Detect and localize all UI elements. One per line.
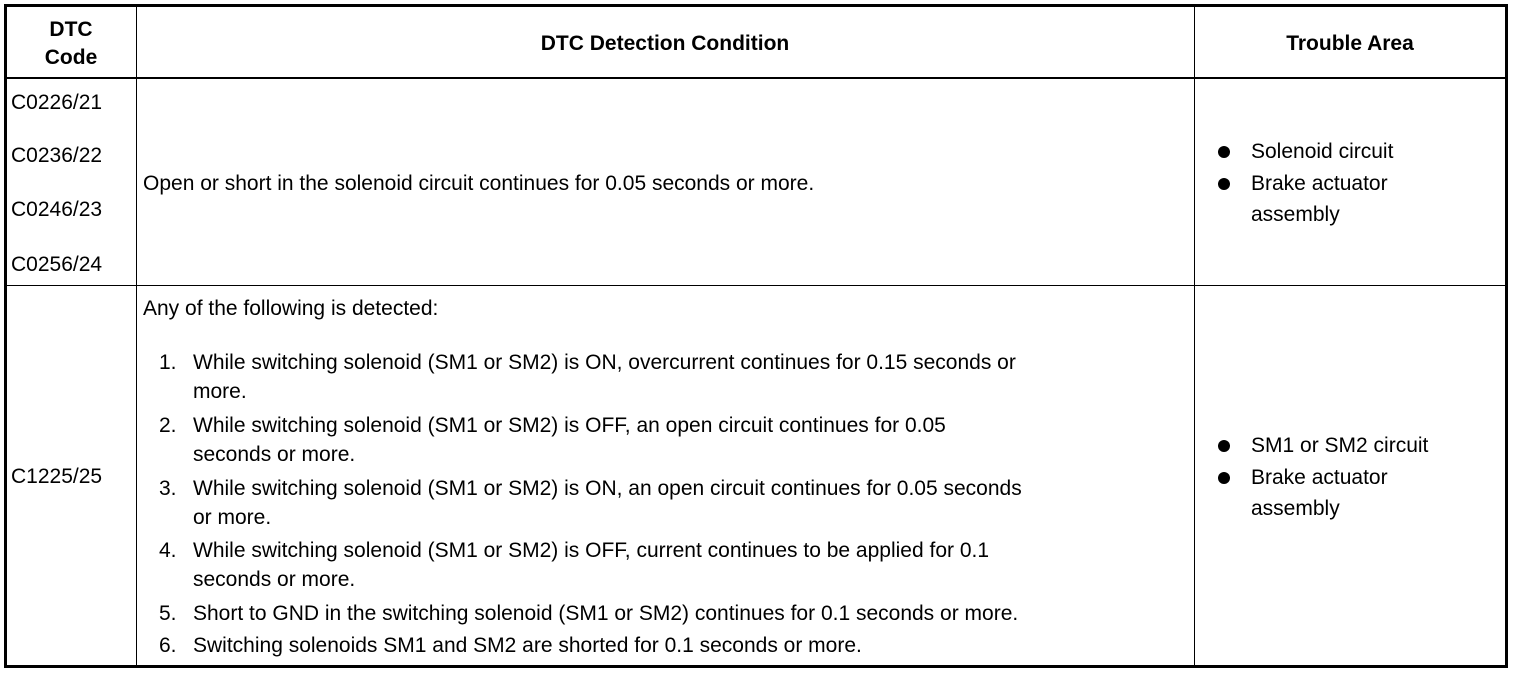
header-condition: DTC Detection Condition: [540, 32, 790, 55]
header-divider: [4, 77, 1508, 79]
trouble-area: Brake actuator: [1251, 172, 1388, 195]
condition-number: 3.: [159, 477, 177, 500]
condition-number: 5.: [159, 602, 177, 625]
condition-text: While switching solenoid (SM1 or SM2) is…: [193, 351, 1016, 374]
dtc-code: C0246/23: [11, 198, 103, 221]
column-divider: [1194, 4, 1195, 668]
bullet-icon: [1218, 178, 1230, 190]
condition-number: 1.: [159, 351, 177, 374]
header-code: DTC: [49, 18, 93, 41]
condition-text: seconds or more.: [193, 443, 356, 466]
condition-intro: Any of the following is detected:: [143, 297, 439, 320]
condition-text: While switching solenoid (SM1 or SM2) is…: [193, 414, 946, 437]
bullet-icon: [1218, 472, 1230, 484]
row-divider: [4, 285, 1508, 286]
dtc-code: C0236/22: [11, 144, 103, 167]
dtc-table: [4, 4, 1508, 668]
trouble-area: assembly: [1251, 203, 1340, 226]
condition-text: more.: [193, 380, 247, 403]
trouble-area: SM1 or SM2 circuit: [1251, 434, 1429, 457]
condition-number: 6.: [159, 634, 177, 657]
dtc-code: C0226/21: [11, 91, 103, 114]
condition-text: or more.: [193, 506, 272, 529]
dtc-code: C0256/24: [11, 253, 103, 276]
bullet-icon: [1218, 440, 1230, 452]
trouble-area: Solenoid circuit: [1251, 140, 1394, 163]
condition-text: While switching solenoid (SM1 or SM2) is…: [193, 477, 1022, 500]
condition-number: 4.: [159, 539, 177, 562]
condition-text: Switching solenoids SM1 and SM2 are shor…: [193, 634, 862, 657]
header-code: Code: [44, 46, 98, 69]
condition-text: Short to GND in the switching solenoid (…: [193, 602, 1019, 625]
trouble-area: assembly: [1251, 497, 1340, 520]
condition-number: 2.: [159, 414, 177, 437]
condition-text: While switching solenoid (SM1 or SM2) is…: [193, 539, 990, 562]
header-area: Trouble Area: [1286, 32, 1414, 55]
detection-condition: Open or short in the solenoid circuit co…: [143, 172, 815, 195]
trouble-area: Brake actuator: [1251, 466, 1388, 489]
bullet-icon: [1218, 146, 1230, 158]
condition-text: seconds or more.: [193, 568, 356, 591]
column-divider: [136, 4, 137, 668]
dtc-code: C1225/25: [11, 465, 103, 488]
